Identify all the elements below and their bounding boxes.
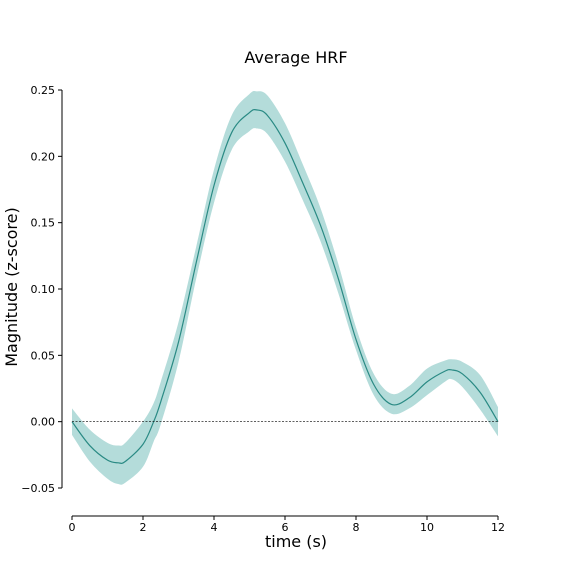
y-axis-label: Magnitude (z-score) <box>2 207 21 367</box>
x-tick-label: 10 <box>420 521 434 534</box>
y-tick-label: 0.05 <box>31 349 56 362</box>
y-tick-label: 0.25 <box>31 84 56 97</box>
y-tick-label: 0.15 <box>31 217 56 230</box>
x-tick-label: 8 <box>353 521 360 534</box>
y-tick-label: 0.10 <box>31 283 56 296</box>
x-tick-label: 4 <box>211 521 218 534</box>
y-tick-label: −0.05 <box>21 482 55 495</box>
x-axis-label: time (s) <box>265 532 327 551</box>
x-tick-label: 0 <box>69 521 76 534</box>
x-tick-label: 2 <box>140 521 147 534</box>
y-tick-label: 0.20 <box>31 150 56 163</box>
x-tick-label: 12 <box>491 521 505 534</box>
chart-title: Average HRF <box>244 48 347 67</box>
confidence-band <box>72 91 498 485</box>
series-line <box>72 110 498 464</box>
plot-area <box>72 91 498 485</box>
y-axis: −0.05 0.00 0.05 0.10 0.15 0.20 0.25 <box>21 84 62 495</box>
y-tick-label: 0.00 <box>31 416 56 429</box>
